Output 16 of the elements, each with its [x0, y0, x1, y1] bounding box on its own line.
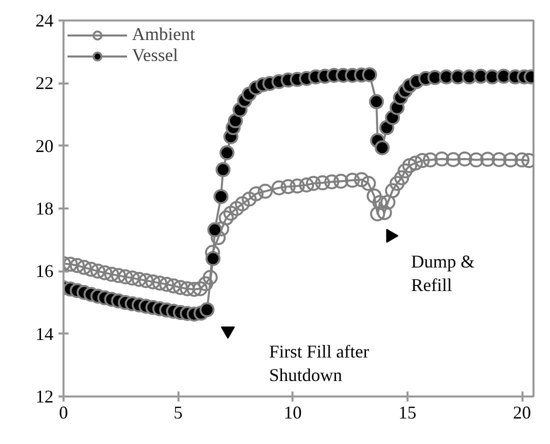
y-tick-label: 16: [36, 261, 54, 282]
y-tick-label: 20: [36, 136, 54, 156]
x-tick-label: 10: [284, 402, 302, 422]
y-tick-label: 22: [36, 73, 54, 94]
legend-label: Vessel: [132, 45, 178, 66]
x-tick-label: 20: [513, 402, 532, 422]
legend-label: Ambient: [132, 24, 195, 45]
x-tick-label: 15: [398, 402, 416, 422]
y-tick-label: 24: [36, 10, 54, 30]
annotation: Dump & Refill: [411, 251, 475, 295]
x-tick-label: 5: [174, 402, 183, 422]
y-tick-label: 14: [36, 324, 54, 344]
annotation: First Fill after Shutdown: [269, 342, 370, 386]
x-tick-label: 0: [59, 402, 68, 422]
y-tick-label: 12: [36, 386, 54, 406]
y-tick-label: 18: [36, 198, 54, 218]
